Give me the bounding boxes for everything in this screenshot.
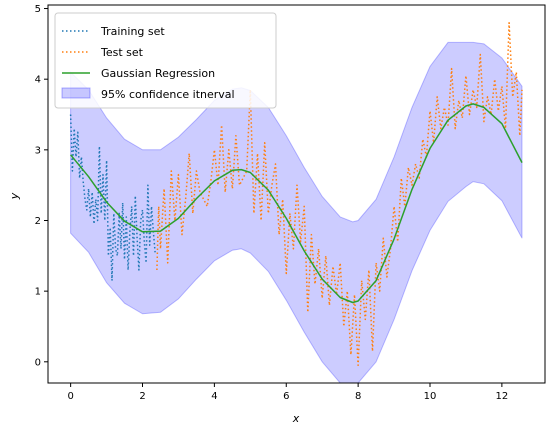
y-axis-label: y	[8, 192, 21, 200]
x-tick-label: 2	[139, 391, 145, 402]
legend-label-gaussian-regression: Gaussian Regression	[101, 67, 215, 80]
y-tick-label: 3	[35, 145, 41, 156]
legend-label-test-set: Test set	[100, 46, 144, 59]
legend: Training set Test set Gaussian Regressio…	[55, 13, 276, 108]
y-tick-label: 0	[35, 357, 41, 368]
x-tick-label: 12	[496, 391, 509, 402]
y-tick-label: 5	[35, 4, 41, 15]
x-tick-label: 4	[211, 391, 217, 402]
legend-label-confidence-interval: 95% confidence itnerval	[101, 88, 235, 101]
y-tick-label: 2	[35, 216, 41, 227]
x-tick-label: 0	[67, 391, 73, 402]
x-tick-label: 6	[283, 391, 289, 402]
legend-swatch-confidence-interval	[62, 88, 90, 98]
y-tick-label: 4	[35, 75, 41, 86]
x-axis-label: x	[292, 412, 300, 425]
y-tick-label: 1	[35, 287, 41, 298]
x-tick-label: 8	[355, 391, 361, 402]
legend-label-training-set: Training set	[100, 25, 165, 38]
x-tick-label: 10	[424, 391, 437, 402]
